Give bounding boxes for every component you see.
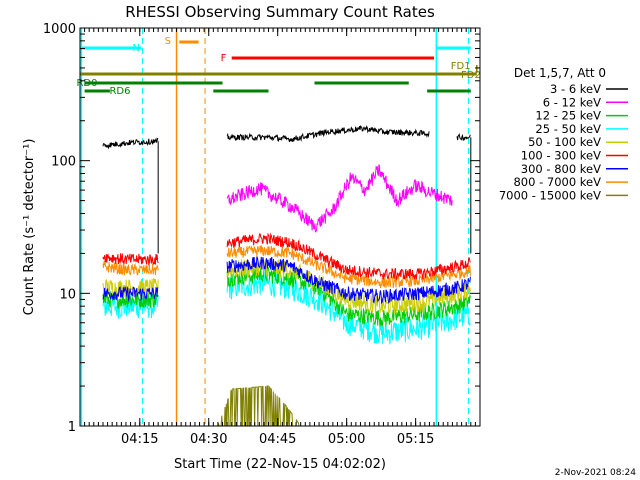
x-tick-label: 04:15 [121, 432, 158, 447]
plot-frame [79, 27, 481, 427]
series-line [226, 232, 471, 281]
annotation-label-n: N [132, 43, 139, 54]
series-line [226, 124, 430, 143]
x-axis-label: Start Time (22-Nov-15 04:02:02) [174, 457, 386, 472]
annotation-label-rd0: RD0 [76, 78, 97, 89]
series-line [102, 137, 159, 150]
y-tick-label: 100 [51, 155, 76, 170]
annotation-label-s: S [165, 36, 171, 47]
x-tick-label: 05:15 [397, 432, 434, 447]
annotation-label-rd6: RD6 [109, 86, 130, 97]
series-line [102, 277, 159, 298]
annotation-label-fd2: FD2 [461, 70, 481, 81]
x-tick-label: 04:30 [190, 432, 227, 447]
series-line [102, 285, 159, 302]
legend-label: 12 - 25 keV [535, 109, 601, 123]
annotation-label-fd1: FD1 [451, 61, 471, 72]
series-line [102, 253, 159, 267]
legend-title: Det 1,5,7, Att 0 [514, 66, 606, 80]
series-line [217, 385, 301, 427]
legend-label: 6 - 12 keV [543, 95, 601, 109]
series-line [226, 164, 453, 233]
series-line [456, 132, 471, 141]
series-line [226, 256, 471, 305]
legend-label: 7000 - 15000 keV [499, 188, 601, 202]
annotation-label-f: F [221, 53, 227, 64]
series-line [226, 245, 471, 289]
x-axis: 04:15 04:30 04:45 05:00 05:15 [84, 28, 476, 447]
x-tick-label: 04:45 [259, 432, 296, 447]
legend-label: 3 - 6 keV [550, 82, 601, 96]
y-axis-label: Count Rate (s⁻¹ detector⁻¹) [22, 139, 37, 316]
legend-label: 800 - 7000 keV [513, 175, 601, 189]
legend-label: 100 - 300 keV [521, 149, 601, 163]
y-tick-label: 1000 [43, 22, 76, 37]
legend-label: 50 - 100 keV [528, 135, 601, 149]
series-line [102, 290, 159, 309]
chart-title: RHESSI Observing Summary Count Rates [125, 3, 435, 21]
y-axis: 1 10 100 1000 [43, 22, 480, 435]
footer-timestamp: 2-Nov-2021 08:24 [555, 468, 637, 478]
y-tick-label: 1 [68, 420, 76, 435]
y-tick-label: 10 [59, 287, 76, 302]
legend-label: 25 - 50 keV [535, 122, 601, 136]
series-line [226, 270, 471, 345]
legend-label: 300 - 800 keV [521, 162, 601, 176]
series-line [102, 261, 159, 276]
x-tick-label: 05:00 [328, 432, 365, 447]
